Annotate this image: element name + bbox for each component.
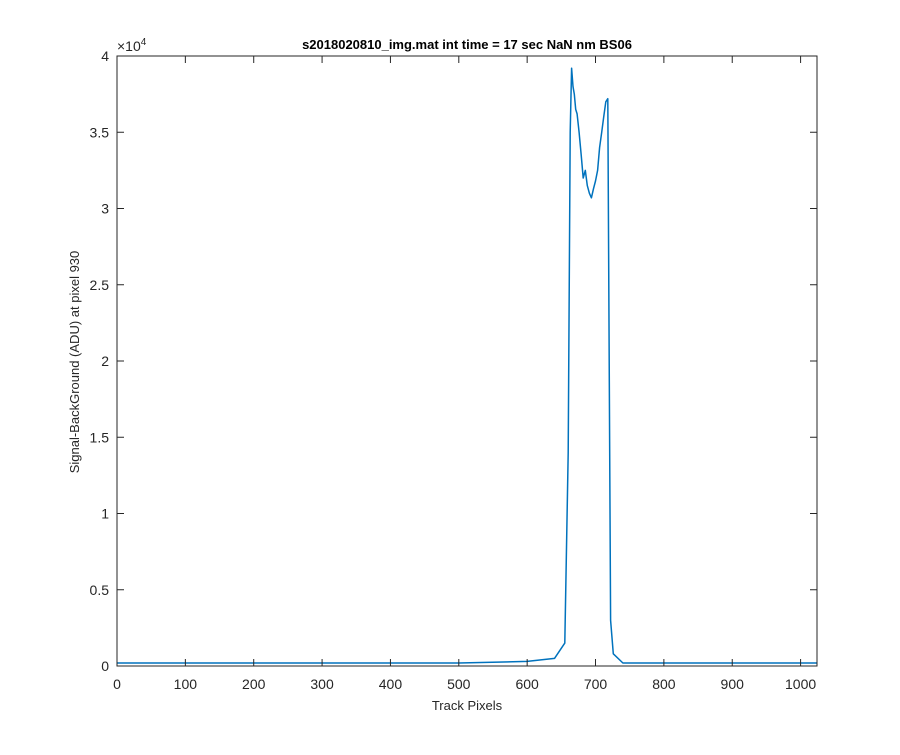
- y-tick-label: 0.5: [90, 582, 110, 598]
- y-tick-label: 1: [101, 506, 109, 522]
- y-exponent-label: ×104: [117, 37, 147, 54]
- x-tick-label: 300: [310, 676, 334, 692]
- x-tick-label: 900: [721, 676, 745, 692]
- x-tick-label: 800: [652, 676, 676, 692]
- x-tick-label: 0: [113, 676, 121, 692]
- y-tick-label: 1.5: [90, 429, 110, 445]
- y-tick-label: 4: [101, 48, 109, 64]
- x-tick-label: 100: [174, 676, 198, 692]
- data-series-line-0: [117, 67, 817, 664]
- plot-area: [116, 55, 818, 667]
- x-tick-label: 1000: [785, 676, 816, 692]
- x-tick-label: 400: [379, 676, 403, 692]
- axis-ticks: 0 100 200 300 400 500 600 700 800 900 1000 0 0.5 1 1.5…: [90, 48, 817, 692]
- x-tick-label: 500: [447, 676, 471, 692]
- y-tick-label: 3: [101, 201, 109, 217]
- x-tick-label: 600: [515, 676, 539, 692]
- y-tick-label: 2: [101, 353, 109, 369]
- chart-title: s2018020810_img.mat int time = 17 sec Na…: [302, 37, 632, 52]
- x-tick-label: 700: [584, 676, 608, 692]
- y-axis-label: Signal-BackGround (ADU) at pixel 930: [67, 251, 82, 474]
- y-exponent-base: ×10: [117, 38, 141, 54]
- y-tick-label: 2.5: [90, 277, 110, 293]
- x-tick-label: 200: [242, 676, 266, 692]
- axes-box: [116, 55, 818, 667]
- y-exponent-power: 4: [141, 37, 147, 48]
- y-tick-label: 0: [101, 658, 109, 674]
- y-tick-label: 3.5: [90, 124, 110, 140]
- x-axis-label: Track Pixels: [432, 698, 503, 713]
